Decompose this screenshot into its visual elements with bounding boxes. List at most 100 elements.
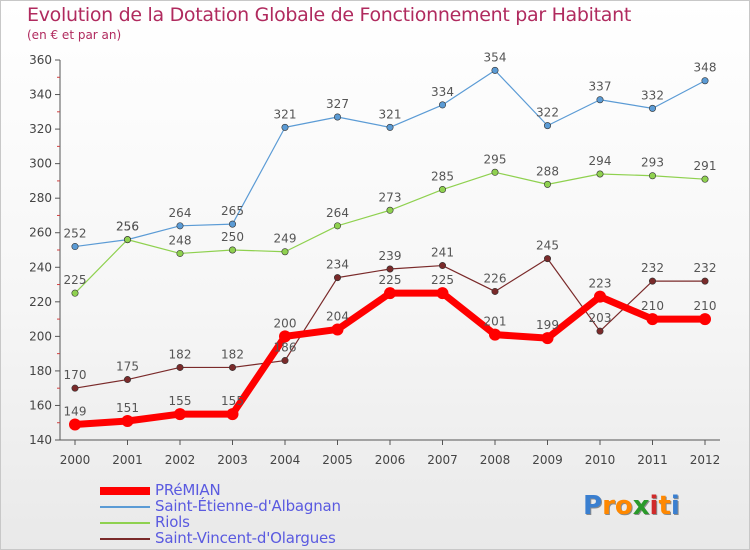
data-label: 332 (641, 88, 664, 102)
data-point (491, 168, 499, 176)
data-label: 245 (536, 239, 559, 253)
data-label: 354 (484, 50, 507, 64)
data-point (384, 287, 396, 300)
data-label: 256 (116, 220, 139, 234)
data-point (333, 274, 341, 282)
data-point (386, 206, 394, 214)
data-point (438, 186, 446, 194)
data-point (281, 357, 289, 365)
logo-letter: P (583, 491, 603, 521)
series-2 (71, 168, 709, 297)
legend-label: Saint-Vincent-d'Olargues (155, 529, 336, 547)
data-point (333, 222, 341, 230)
data-point (71, 384, 79, 392)
data-point (71, 243, 79, 251)
y-tick-label: 300 (29, 157, 52, 171)
logo-letter: t (658, 491, 671, 521)
legend-swatch (100, 487, 150, 495)
logo-letter: i (649, 491, 659, 521)
x-tick-label: 2000 (60, 453, 91, 467)
data-label: 223 (589, 277, 612, 291)
data-point (596, 96, 604, 104)
data-point (701, 277, 709, 285)
data-label: 210 (641, 299, 664, 313)
data-label: 201 (484, 315, 507, 329)
logo-letter: i (670, 491, 680, 521)
data-label: 186 (274, 341, 297, 355)
data-point (121, 415, 134, 427)
chart-subtitle: (en € et par an) (27, 28, 122, 42)
data-label: 337 (589, 80, 612, 94)
x-tick-label: 2008 (480, 453, 511, 467)
data-point (699, 313, 711, 326)
data-point (438, 101, 446, 109)
series-layer (69, 66, 711, 431)
data-label: 250 (221, 230, 244, 244)
y-tick-label: 260 (29, 226, 52, 240)
data-point (279, 330, 291, 343)
y-tick-label: 340 (29, 88, 52, 102)
y-tick-label: 360 (29, 53, 52, 67)
data-label: 264 (169, 206, 192, 220)
data-point (176, 249, 184, 257)
legend-label: PRéMIAN (155, 481, 221, 499)
data-point (229, 246, 237, 254)
x-tick-label: 2001 (112, 453, 143, 467)
data-point (596, 170, 604, 178)
data-label: 149 (64, 404, 87, 418)
legend-swatch (100, 538, 150, 540)
chart-title: Evolution de la Dotation Globale de Fonc… (27, 4, 632, 26)
data-point (226, 408, 239, 421)
data-label: 249 (274, 232, 297, 246)
data-label: 322 (536, 106, 559, 120)
x-tick-label: 2003 (217, 453, 248, 467)
data-point (176, 363, 184, 371)
data-label: 225 (431, 273, 454, 287)
y-tick-label: 240 (29, 260, 52, 274)
data-label: 273 (379, 190, 402, 204)
data-point (701, 175, 709, 183)
y-tick-label: 160 (29, 398, 52, 412)
data-point (596, 327, 604, 335)
data-point (229, 220, 237, 228)
x-tick-label: 2006 (375, 453, 406, 467)
data-label: 241 (431, 246, 454, 260)
legend-label: Saint-Étienne-d'Albagnan (155, 497, 341, 515)
data-label: 232 (694, 261, 717, 275)
data-label: 239 (379, 249, 402, 263)
series-0 (69, 287, 711, 431)
x-tick-label: 2004 (270, 453, 301, 467)
data-label: 203 (589, 311, 612, 325)
data-point (701, 77, 709, 85)
data-label: 204 (326, 309, 349, 323)
y-tick-label: 320 (29, 122, 52, 136)
logo-letter: r (602, 491, 615, 521)
proxiti-logo: Proxiti (583, 491, 680, 521)
data-label: 348 (694, 61, 717, 75)
data-label: 327 (326, 97, 349, 111)
data-label: 264 (326, 206, 349, 220)
data-point (331, 323, 344, 336)
data-label: 226 (484, 271, 507, 285)
legend-swatch (100, 506, 150, 508)
x-tick-label: 2005 (322, 453, 353, 467)
data-label: 175 (116, 360, 139, 374)
data-label: 199 (536, 318, 559, 332)
x-tick-label: 2010 (585, 453, 616, 467)
data-label: 200 (274, 316, 297, 330)
y-tick-label: 180 (29, 364, 52, 378)
x-tick-label: 2012 (690, 453, 721, 467)
data-point (386, 265, 394, 273)
data-point (174, 408, 186, 421)
series-3 (71, 255, 709, 392)
data-point (543, 180, 551, 188)
x-tick-label: 2011 (637, 453, 668, 467)
data-point (594, 290, 606, 303)
legend-label: Riols (155, 513, 190, 531)
data-label: 155 (169, 394, 192, 408)
data-point (124, 376, 132, 384)
data-point (489, 328, 501, 341)
data-point (333, 113, 341, 121)
data-label: 288 (536, 164, 559, 178)
data-point (491, 66, 499, 74)
